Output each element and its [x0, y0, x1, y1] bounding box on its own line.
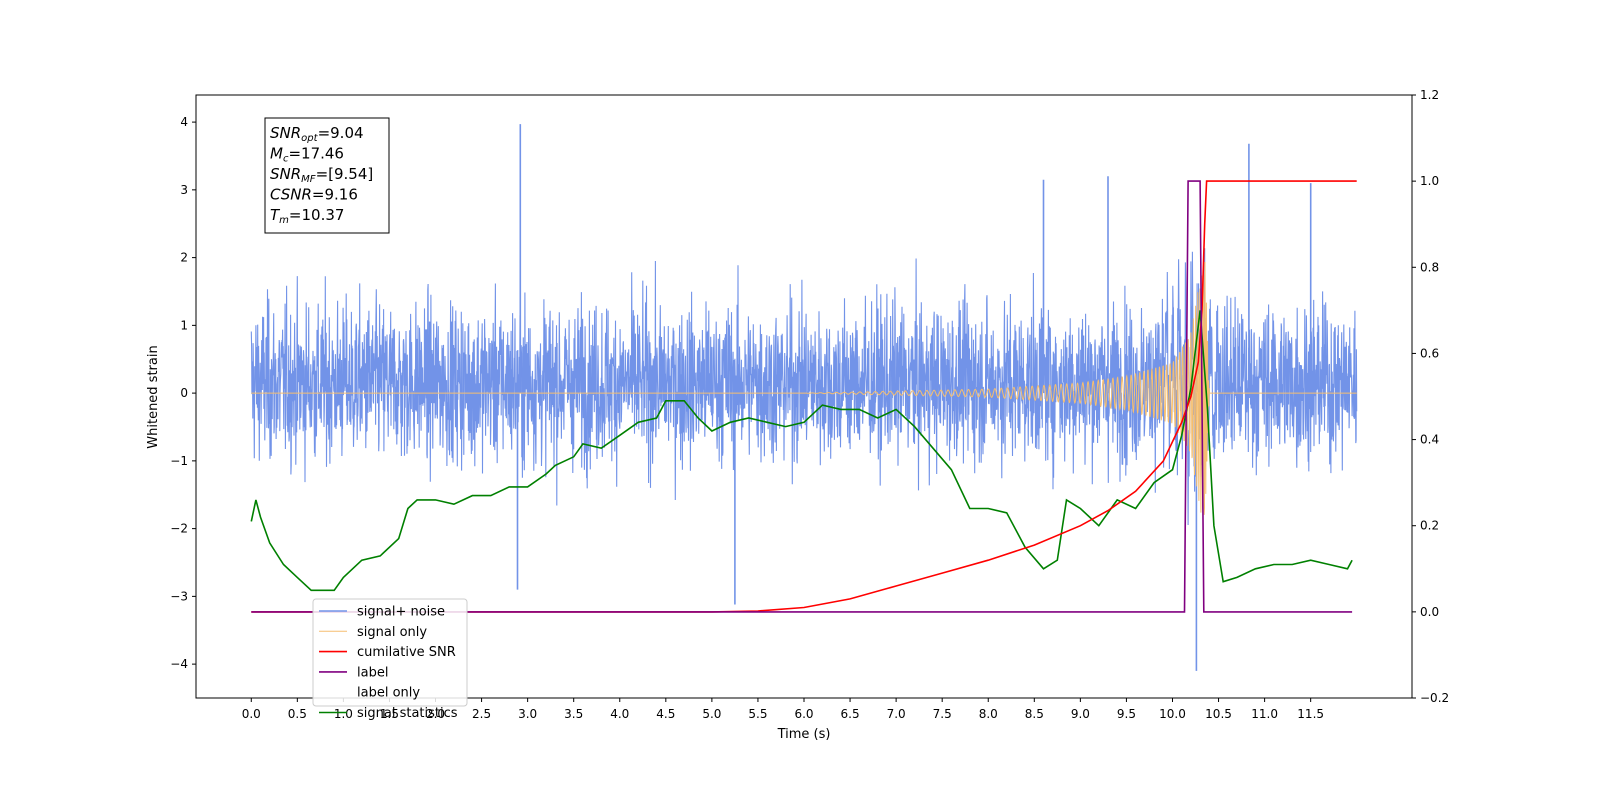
- x-tick-label: 11.0: [1251, 707, 1278, 721]
- y-left-tick-label: 1: [180, 318, 188, 332]
- legend: signal+ noise signal only cumilative SNR la…: [312, 598, 468, 721]
- x-tick-label: 6.5: [841, 707, 860, 721]
- series-signal-statistics-line: [250, 310, 1353, 592]
- x-tick-label: 5.5: [748, 707, 767, 721]
- x-tick-label: 7.5: [933, 707, 952, 721]
- y-left-tick-label: −2: [170, 522, 188, 536]
- x-tick-label: 1.0: [334, 707, 353, 721]
- x-axis-label: Time (s): [777, 727, 831, 742]
- legend-label: label: [357, 665, 388, 680]
- y-axis-left: −4 −3 −2 −1 0 1 2 3 4: [170, 115, 196, 671]
- annotation-line: SNRopt=9.04: [270, 124, 364, 144]
- legend-frame: [312, 598, 468, 707]
- series-signal-noise-spikes: [516, 124, 1312, 671]
- y-axis-right: −0.2 0.0 0.2 0.4 0.6 0.8 1.0 1.2: [1412, 88, 1449, 705]
- x-tick-label: 9.5: [1117, 707, 1136, 721]
- y-left-tick-label: 0: [180, 386, 188, 400]
- y-right-tick-label: 0.2: [1420, 519, 1439, 533]
- series-label-line: [251, 180, 1353, 613]
- annotation-line: CSNR=9.16: [270, 186, 358, 204]
- x-tick-label: 7.0: [887, 707, 906, 721]
- x-tick-label: 2.5: [472, 707, 491, 721]
- y-left-tick-label: −1: [170, 454, 188, 468]
- x-tick-label: 4.5: [656, 707, 675, 721]
- x-tick-label: 6.0: [794, 707, 813, 721]
- y-axis-label-left: Whitened strain: [146, 345, 161, 448]
- x-tick-label: 5.0: [702, 707, 721, 721]
- y-left-tick-label: −3: [170, 589, 188, 603]
- series-signal-only-line: [251, 261, 1357, 515]
- x-tick-label: 4.0: [610, 707, 629, 721]
- legend-label: signal statistics: [357, 706, 458, 721]
- y-right-tick-label: 0.4: [1420, 433, 1439, 447]
- x-tick-label: 0.5: [288, 707, 307, 721]
- x-tick-label: 9.0: [1071, 707, 1090, 721]
- x-tick-label: 0.0: [242, 707, 261, 721]
- y-right-tick-label: −0.2: [1420, 691, 1449, 705]
- x-tick-label: 8.0: [979, 707, 998, 721]
- y-right-tick-label: 0.6: [1420, 346, 1439, 360]
- y-right-tick-label: 1.2: [1420, 88, 1439, 102]
- x-tick-label: 1.5: [380, 707, 399, 721]
- y-right-tick-label: 0.0: [1420, 605, 1439, 619]
- y-right-tick-label: 0.8: [1420, 260, 1439, 274]
- x-axis: 0.0 0.5 1.0 1.5 2.0 2.5 3.0 3.5 4.0 4.5 5.0 5.5 6.0 6…: [242, 698, 1324, 721]
- y-left-tick-label: 2: [180, 251, 188, 265]
- legend-label: signal+ noise: [357, 605, 445, 620]
- annotation-line: Tm=10.37: [270, 206, 344, 226]
- y-left-tick-label: −4: [170, 657, 188, 671]
- x-tick-label: 10.0: [1159, 707, 1186, 721]
- x-tick-label: 3.5: [564, 707, 583, 721]
- legend-label: label only: [357, 686, 420, 701]
- annotation-line: Mc=17.46: [270, 145, 344, 165]
- legend-label: cumilative SNR: [357, 645, 456, 660]
- x-tick-label: 11.5: [1297, 707, 1324, 721]
- annotation-line: SNRMF=[9.54]: [270, 165, 373, 185]
- x-tick-label: 10.5: [1205, 707, 1232, 721]
- x-tick-label: 3.0: [518, 707, 537, 721]
- x-tick-label: 8.5: [1025, 707, 1044, 721]
- stats-annotation-box: SNRopt=9.04Mc=17.46SNRMF=[9.54]CSNR=9.16…: [264, 117, 390, 234]
- y-left-tick-label: 3: [180, 183, 188, 197]
- x-tick-label: 2.0: [426, 707, 445, 721]
- y-right-tick-label: 1.0: [1420, 174, 1439, 188]
- annotation-frame: [264, 117, 390, 234]
- plot-area: [250, 124, 1358, 671]
- y-left-tick-label: 4: [180, 115, 188, 129]
- legend-label: signal only: [357, 625, 427, 640]
